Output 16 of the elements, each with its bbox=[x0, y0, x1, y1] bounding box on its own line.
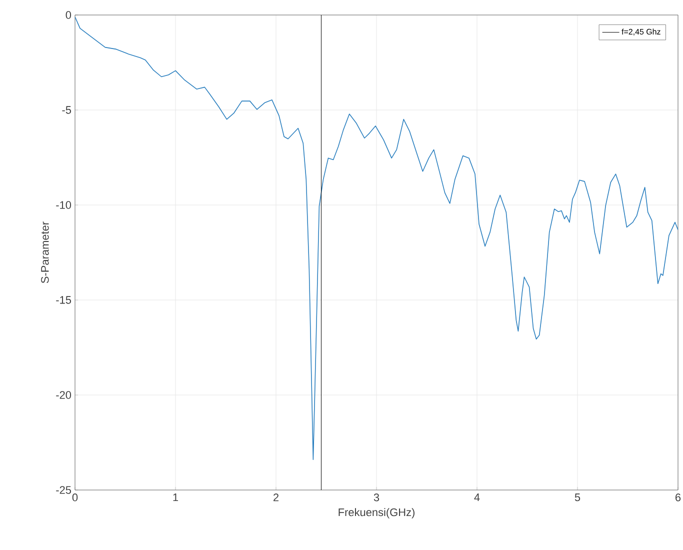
y-tick-label: -5 bbox=[62, 106, 72, 114]
x-tick-label: 1 bbox=[173, 494, 178, 502]
y-tick-label: -10 bbox=[56, 201, 72, 209]
y-tick-label: 0 bbox=[66, 11, 72, 19]
x-tick-label: 5 bbox=[574, 494, 580, 502]
x-tick-label: 2 bbox=[274, 494, 278, 502]
x-axis-title: Frekuensi(GHz) bbox=[338, 508, 414, 518]
x-tick-label: 6 bbox=[676, 494, 681, 502]
x-tick-label: 4 bbox=[474, 494, 480, 502]
y-tick-label: -15 bbox=[56, 296, 72, 304]
x-tick-label: 0 bbox=[72, 494, 78, 502]
y-axis-title: S-Parameter bbox=[41, 222, 49, 284]
x-tick-label: 3 bbox=[374, 494, 380, 502]
line-series bbox=[75, 16, 678, 460]
y-tick-label: -25 bbox=[56, 486, 72, 494]
y-tick-label: -20 bbox=[56, 391, 72, 399]
